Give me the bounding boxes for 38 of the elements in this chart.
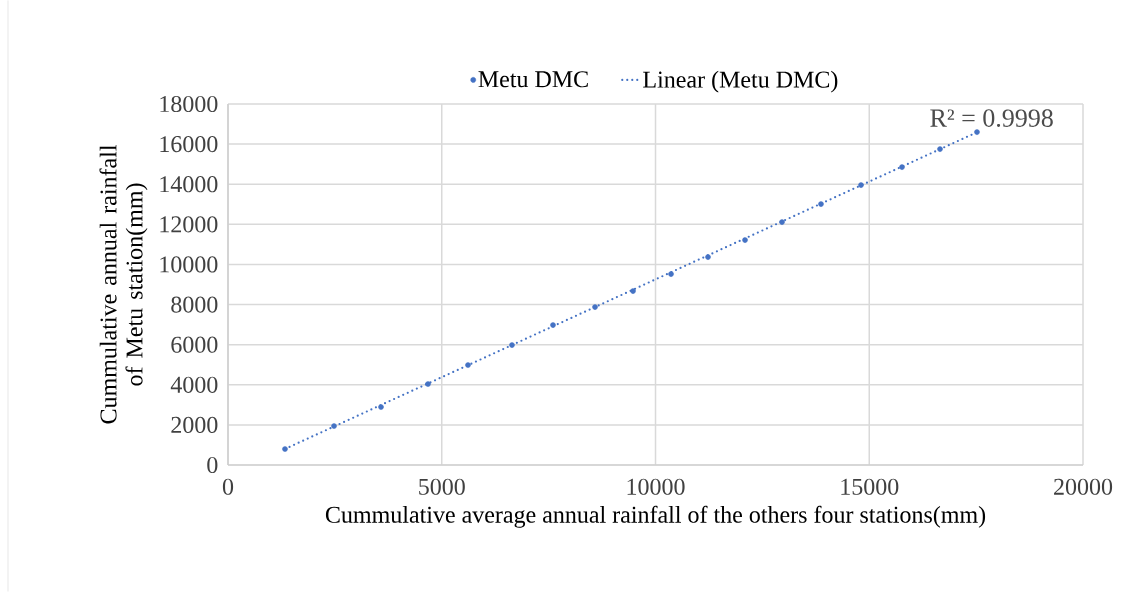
y-tick-label: 14000 <box>160 176 218 193</box>
y-tick-label: 18000 <box>160 95 218 113</box>
x-tick-label: 5000 <box>419 478 465 495</box>
x-tick-label: 0 <box>222 478 234 495</box>
point <box>779 219 785 225</box>
y-tick-label: 12000 <box>160 216 218 233</box>
y-tick-label: 6000 <box>171 336 218 353</box>
point <box>592 304 598 310</box>
point <box>818 201 824 207</box>
point <box>550 322 556 328</box>
y-tick-label: 8000 <box>171 296 218 313</box>
point <box>705 254 711 260</box>
annotation: R² = 0.9998 <box>930 109 1053 127</box>
y-tick-label: 0 <box>207 456 218 474</box>
point <box>630 288 636 294</box>
point <box>425 381 431 387</box>
y-tick-label: 16000 <box>160 136 218 153</box>
legend-label: Linear (Metu DMC) <box>643 70 838 93</box>
point <box>937 146 943 152</box>
point <box>858 182 864 188</box>
point <box>331 423 337 429</box>
x-tick-label: 15000 <box>841 478 899 495</box>
y-tick-label: 2000 <box>171 416 218 433</box>
point <box>899 164 905 170</box>
x-tick-label: 20000 <box>1054 478 1113 495</box>
x-tick-label: 10000 <box>627 478 685 495</box>
point <box>378 404 384 410</box>
legend-label: Metu DMC <box>478 71 588 88</box>
point <box>742 237 748 243</box>
x-axis-title: Cummulative average annual rainfall of the others four stations(mm) <box>325 505 986 528</box>
point <box>509 342 515 348</box>
y-tick-label: 4000 <box>170 376 218 393</box>
point <box>282 446 288 452</box>
y-axis-title: Cummulative annual rainfall of Metu station(mm) <box>99 144 148 424</box>
y-tick-label: 10000 <box>160 256 218 273</box>
point <box>465 362 471 368</box>
point <box>974 129 980 135</box>
point <box>668 271 674 277</box>
